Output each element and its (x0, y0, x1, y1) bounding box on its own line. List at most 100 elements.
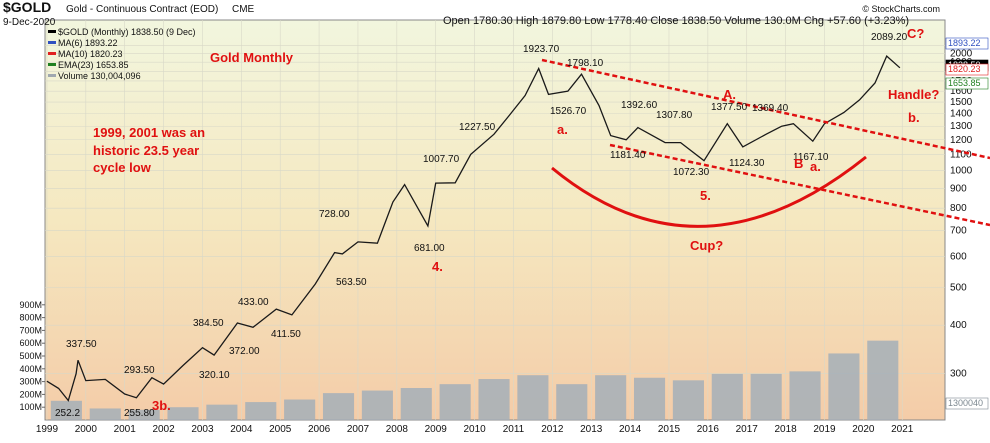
x-tick-label: 2015 (658, 424, 681, 435)
y2-tick-label: 400M (19, 364, 42, 374)
side-tag-label: 1820.23 (948, 64, 981, 74)
instrument-name: Gold - Continuous Contract (EOD) (66, 4, 218, 15)
x-tick-label: 2002 (152, 424, 175, 435)
price-label: 293.50 (124, 365, 155, 376)
volume-bar (361, 390, 393, 420)
legend-swatch (48, 74, 56, 77)
volume-bar (478, 379, 510, 420)
annotation: C? (907, 26, 924, 41)
annotations: Gold Monthly 1999, 2001 was an historic 23… (55, 26, 939, 419)
price-label: 252.2 (55, 408, 80, 419)
x-tick-label: 2008 (386, 424, 409, 435)
x-tick-label: 2003 (191, 424, 214, 435)
annotation: B (794, 156, 803, 171)
cup-arc (551, 155, 867, 228)
y-tick-label: 800 (950, 203, 967, 214)
x-tick-label: 2013 (580, 424, 603, 435)
x-tick-label: 2020 (852, 424, 875, 435)
annotation: a. (810, 159, 821, 174)
volume-bar (322, 393, 355, 420)
volume-bar (284, 399, 316, 420)
x-tick-label: 2006 (308, 424, 331, 435)
legend-swatch (48, 63, 56, 66)
price-label: 1307.80 (656, 110, 693, 121)
volume-bar (595, 375, 627, 420)
y2-tick-label: 200M (19, 389, 42, 399)
date: 9-Dec-2020 (3, 17, 56, 28)
y-tick-label: 500 (950, 282, 967, 293)
volume-bar (633, 377, 666, 420)
price-line (46, 55, 901, 402)
grid: 300 400 500 600 700 800 900 1000 1100 1200 1300140… (19, 20, 973, 435)
side-tag (945, 77, 989, 90)
volume-bar (167, 407, 199, 420)
legend-entry: $GOLD (Monthly) 1838.50 (9 Dec) (58, 27, 196, 37)
x-tick-label: 2019 (813, 424, 836, 435)
volume-bar (128, 409, 160, 420)
price-label: 1007.70 (423, 154, 460, 165)
y2-tick-label: 300M (19, 377, 42, 387)
x-tick-label: 2009 (425, 424, 448, 435)
price-label: 1526.70 (550, 106, 587, 117)
annotation: a. (557, 122, 568, 137)
volume-bar (867, 340, 899, 420)
y-tick-label: 2000 (950, 49, 973, 60)
y-tick-label: 1600 (950, 86, 973, 97)
marks (46, 55, 901, 420)
x-tick-label: 2016 (697, 424, 720, 435)
plot-area (44, 19, 946, 421)
x-tick-label: 2021 (891, 424, 914, 435)
side-tag (945, 37, 989, 50)
price-label: 1072.30 (673, 167, 710, 178)
y2-tick-label: 500M (19, 351, 42, 361)
annotation: 1999, 2001 was an (93, 125, 205, 140)
y-tick-label: 1400 (950, 109, 973, 120)
volume-bar (245, 402, 277, 420)
side-tag (945, 63, 989, 76)
annotation: Cup? (690, 238, 723, 253)
y-tick-label: 1500 (950, 97, 973, 108)
y2-tick-label: 800M (19, 313, 42, 323)
volume-bar (50, 400, 82, 420)
price-label: 1392.60 (621, 100, 658, 111)
x-tick-label: 1999 (36, 424, 59, 435)
trendline (609, 143, 990, 227)
price-label: 1181.40 (610, 150, 646, 161)
y-tick-label: 1300 (950, 121, 973, 132)
volume-bar (828, 353, 860, 420)
price-label: 433.00 (238, 297, 269, 308)
price-label: 1369.40 (752, 103, 789, 114)
ticker: $GOLD (3, 0, 51, 15)
x-tick-label: 2005 (269, 424, 292, 435)
annotation: Handle? (888, 87, 939, 102)
side-tag-label: 1893.22 (948, 38, 981, 48)
annotation: cycle low (93, 160, 152, 175)
x-tick-label: 2017 (736, 424, 759, 435)
annotation: 5. (700, 188, 711, 203)
legend-entry: EMA(23) 1653.85 (58, 60, 129, 70)
price-label: 1227.50 (459, 122, 496, 133)
y-tick-label: 900 (950, 183, 967, 194)
x-tick-label: 2001 (114, 424, 137, 435)
price-label: 1798.10 (567, 58, 604, 69)
y2-tick-label: 700M (19, 325, 42, 335)
y-tick-label: 1200 (950, 135, 973, 146)
trendline (541, 58, 990, 160)
volume-bar (517, 375, 549, 420)
price-label: 1124.30 (729, 158, 765, 169)
y-tick-label: 700 (950, 226, 967, 237)
legend-swatch (48, 52, 56, 55)
price-label: 337.50 (66, 339, 97, 350)
x-tick-label: 2011 (503, 424, 525, 435)
y-tick-label: 1100 (950, 149, 972, 160)
annotation: 3b. (152, 398, 171, 413)
volume-bar (439, 384, 471, 420)
y-tick-label: 300 (950, 369, 967, 380)
volume-bar (556, 384, 588, 420)
legend-entry: MA(6) 1893.22 (58, 38, 118, 48)
legend: $GOLD (Monthly) 1838.50 (9 Dec)MA(6) 189… (48, 27, 989, 410)
price-label: 728.00 (319, 209, 350, 220)
side-tag (945, 397, 989, 410)
